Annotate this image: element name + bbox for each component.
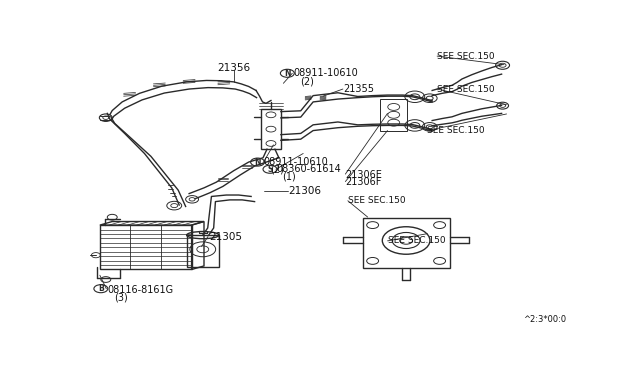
Text: B: B <box>98 284 104 293</box>
Text: 08911-10610: 08911-10610 <box>293 68 358 78</box>
Text: S: S <box>268 165 273 174</box>
Text: 21355: 21355 <box>343 84 374 94</box>
Text: N: N <box>284 69 291 78</box>
Text: SEE SEC.150: SEE SEC.150 <box>437 52 495 61</box>
Text: 08911-10610: 08911-10610 <box>264 157 328 167</box>
Text: (2): (2) <box>300 76 314 86</box>
Text: 21306E: 21306E <box>346 170 382 180</box>
Text: SEE SEC.150: SEE SEC.150 <box>428 126 485 135</box>
Text: ^2:3*00:0: ^2:3*00:0 <box>523 315 566 324</box>
Text: 21356: 21356 <box>217 62 250 73</box>
Text: 21306F: 21306F <box>346 177 381 187</box>
Text: 08360-61614: 08360-61614 <box>276 164 340 174</box>
Text: (2): (2) <box>270 165 284 175</box>
Text: 21306: 21306 <box>288 186 321 196</box>
Text: SEE SEC.150: SEE SEC.150 <box>388 236 445 246</box>
Text: SEE SEC.150: SEE SEC.150 <box>348 196 406 205</box>
Text: 21305: 21305 <box>209 231 242 241</box>
Text: N: N <box>254 158 261 167</box>
Text: (3): (3) <box>114 292 127 302</box>
Text: SEE SEC.150: SEE SEC.150 <box>437 84 495 93</box>
Text: (1): (1) <box>282 171 296 182</box>
Text: 08116-8161G: 08116-8161G <box>108 285 173 295</box>
